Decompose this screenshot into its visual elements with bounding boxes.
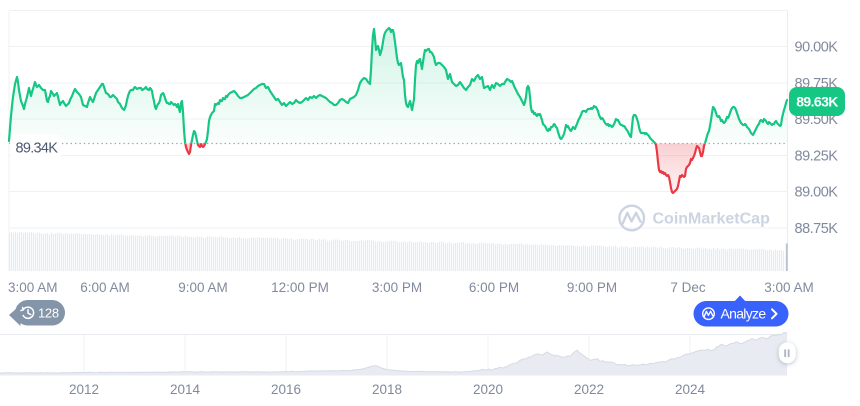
svg-text:128: 128 (38, 306, 59, 321)
svg-text:2022: 2022 (574, 382, 604, 397)
svg-text:89.00K: 89.00K (795, 185, 839, 201)
svg-text:2024: 2024 (675, 382, 706, 397)
svg-text:90.00K: 90.00K (795, 40, 839, 56)
svg-text:2014: 2014 (170, 382, 201, 397)
svg-text:3:00 AM: 3:00 AM (8, 280, 58, 295)
svg-text:2018: 2018 (372, 382, 402, 397)
svg-text:88.75K: 88.75K (795, 221, 839, 237)
svg-text:7 Dec: 7 Dec (670, 280, 706, 295)
svg-text:12:00 PM: 12:00 PM (271, 280, 329, 295)
svg-text:Analyze: Analyze (721, 306, 767, 322)
svg-text:89.50K: 89.50K (795, 112, 839, 128)
svg-text:89.25K: 89.25K (795, 149, 839, 165)
svg-text:2020: 2020 (473, 382, 503, 397)
svg-text:3:00 AM: 3:00 AM (764, 280, 814, 295)
svg-text:9:00 PM: 9:00 PM (567, 280, 617, 295)
svg-text:6:00 PM: 6:00 PM (469, 280, 519, 295)
svg-text:89.63K: 89.63K (796, 94, 838, 110)
svg-text:CoinMarketCap: CoinMarketCap (653, 211, 771, 228)
svg-text:6:00 AM: 6:00 AM (80, 280, 130, 295)
svg-text:2012: 2012 (69, 382, 99, 397)
svg-text:9:00 AM: 9:00 AM (178, 280, 228, 295)
svg-text:89.34K: 89.34K (16, 141, 59, 157)
svg-text:2016: 2016 (271, 382, 301, 397)
svg-text:3:00 PM: 3:00 PM (372, 280, 422, 295)
